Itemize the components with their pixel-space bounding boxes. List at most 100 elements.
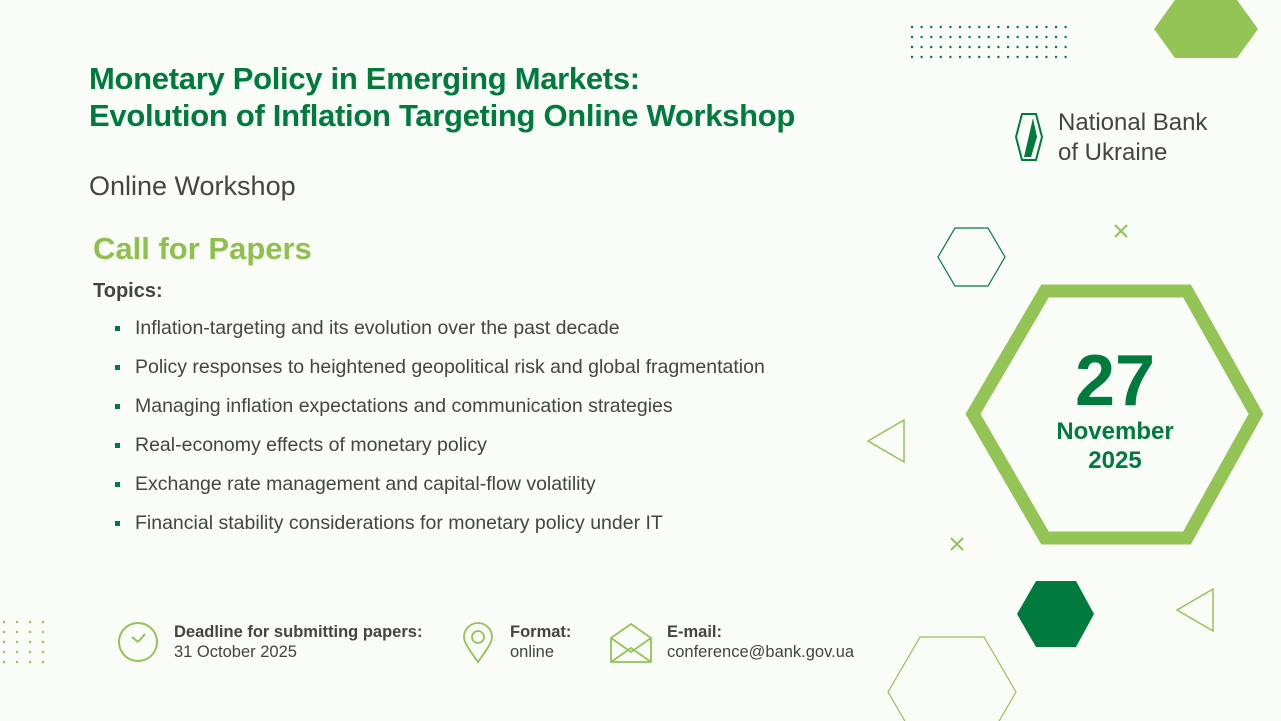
- list-item: Inflation-targeting and its evolution ov…: [115, 309, 765, 348]
- dot: [939, 55, 942, 59]
- subtitle: Online Workshop: [89, 171, 296, 201]
- dot: [1026, 55, 1029, 59]
- dot: [987, 55, 990, 59]
- topics-list: Inflation-targeting and its evolution ov…: [115, 309, 765, 543]
- dot: [1016, 55, 1019, 59]
- dot: [15, 620, 19, 624]
- list-item: Exchange rate management and capital-flo…: [115, 465, 765, 504]
- list-item: Financial stability considerations for m…: [115, 504, 765, 543]
- dot: [41, 620, 45, 624]
- dot: [1064, 25, 1067, 29]
- dot: [939, 35, 942, 39]
- date-hexagon: [965, 284, 1264, 545]
- dot: [910, 35, 914, 39]
- dot: [1016, 25, 1019, 29]
- dot: [15, 650, 19, 654]
- date-day: 27: [1074, 341, 1156, 421]
- dot: [1016, 35, 1019, 39]
- dot: [910, 25, 914, 29]
- deadline-info: Deadline for submitting papers: 31 Octobe…: [174, 623, 423, 661]
- dot: [968, 55, 971, 59]
- cross-marks: [950, 224, 1128, 551]
- hexagon-filled: [1017, 581, 1094, 647]
- location-pin-icon: [463, 622, 493, 664]
- dot: [1054, 55, 1058, 59]
- dot: [1064, 35, 1067, 39]
- dot: [910, 45, 914, 49]
- dot: [1045, 55, 1048, 59]
- dot: [1045, 45, 1048, 49]
- dot: [2, 650, 6, 654]
- dot: [1006, 35, 1010, 39]
- dot: [28, 620, 32, 624]
- dot: [1006, 55, 1010, 59]
- dot: [1045, 25, 1048, 29]
- dot: [2, 630, 6, 634]
- dot: [939, 45, 942, 49]
- dot: [1035, 35, 1039, 39]
- dot: [15, 630, 19, 634]
- dot: [1006, 45, 1010, 49]
- page-title: Monetary Policy in Emerging Markets: Evol…: [89, 60, 795, 134]
- dot: [1026, 35, 1029, 39]
- dot: [958, 35, 962, 39]
- dot: [978, 45, 981, 49]
- dot: [930, 25, 933, 29]
- topics-label: Topics:: [93, 280, 163, 302]
- dot: [949, 35, 952, 39]
- dot: [28, 630, 32, 634]
- dot: [15, 640, 19, 644]
- hexagon-bottom: [887, 636, 1017, 721]
- dot: [41, 640, 45, 644]
- dot: [987, 25, 990, 29]
- date-year: 2025: [1088, 447, 1142, 474]
- dot: [1045, 35, 1048, 39]
- dot: [987, 45, 990, 49]
- dot: [997, 25, 1000, 29]
- dot: [997, 45, 1000, 49]
- dot: [920, 55, 923, 59]
- dot: [930, 35, 933, 39]
- dot: [968, 25, 971, 29]
- dot: [41, 650, 45, 654]
- hexagon-outline: [937, 227, 1006, 287]
- dot: [41, 660, 45, 664]
- dot: [28, 640, 32, 644]
- dot: [1054, 35, 1058, 39]
- dot: [939, 25, 942, 29]
- dot: [1054, 45, 1058, 49]
- dot: [978, 55, 981, 59]
- dot: [949, 55, 952, 59]
- title-line-2: Evolution of Inflation Targeting Online …: [89, 98, 796, 133]
- triangle: [866, 418, 905, 464]
- dot: [1054, 25, 1058, 29]
- list-item: Managing inflation expectations and comm…: [115, 387, 765, 426]
- email-link[interactable]: conference@bank.gov.ua: [667, 643, 855, 661]
- dot: [41, 630, 45, 634]
- format-info: Format: online: [510, 623, 572, 661]
- dot: [958, 45, 962, 49]
- dot: [958, 55, 962, 59]
- event-date: 27 November 2025: [1040, 345, 1190, 475]
- dot: [2, 620, 6, 624]
- triangle: [1175, 587, 1214, 633]
- dot: [958, 25, 962, 29]
- dot: [28, 660, 32, 664]
- list-item: Real-economy effects of monetary policy: [115, 426, 765, 465]
- call-for-papers-heading: Call for Papers: [93, 231, 312, 266]
- logo-icon: [1014, 113, 1044, 161]
- dot: [968, 35, 971, 39]
- dot: [978, 25, 981, 29]
- dot: [920, 35, 923, 39]
- dot: [1064, 45, 1067, 49]
- dot: [1064, 55, 1067, 59]
- email-info: E-mail: conference@bank.gov.ua: [667, 623, 855, 661]
- dot: [28, 650, 32, 654]
- dot: [920, 45, 923, 49]
- dot: [949, 45, 952, 49]
- dot: [949, 25, 952, 29]
- dot: [987, 35, 990, 39]
- date-month: November: [1056, 418, 1174, 445]
- dot: [2, 660, 6, 664]
